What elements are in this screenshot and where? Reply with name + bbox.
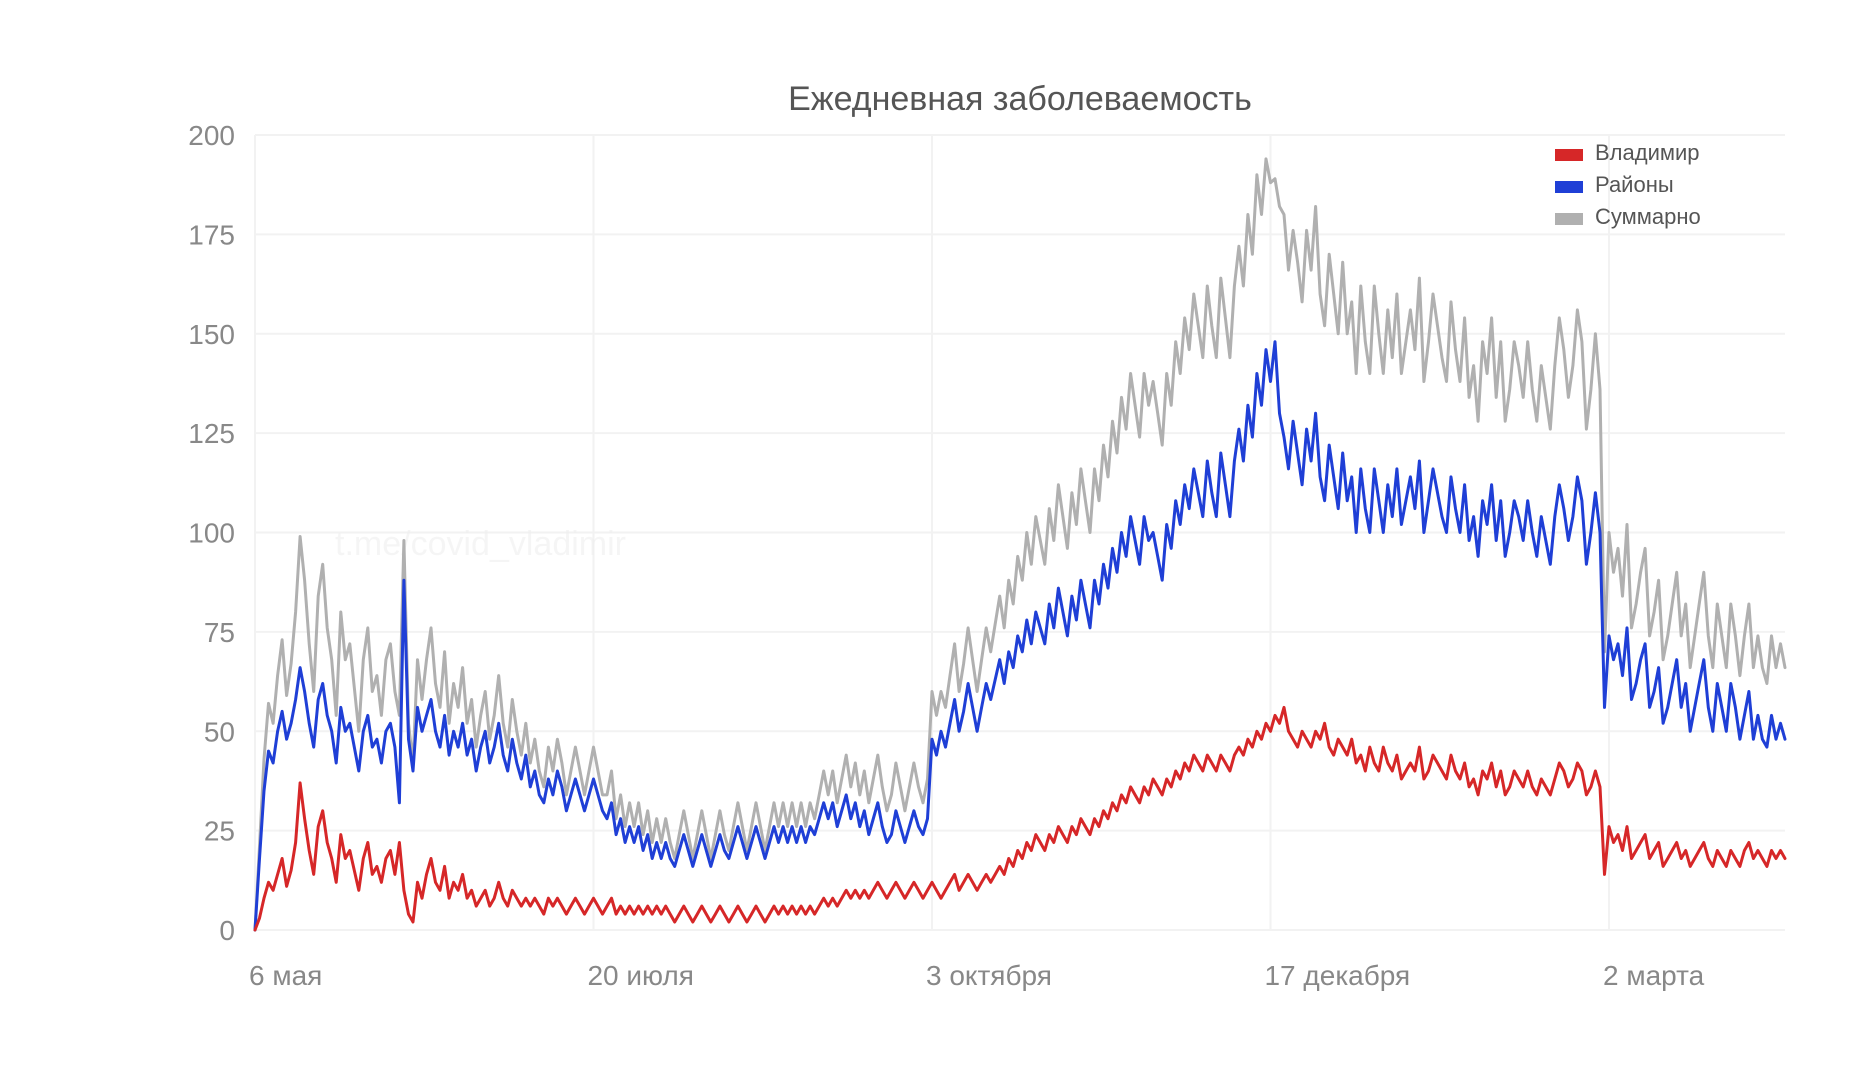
- legend-label-vladimir: Владимир: [1595, 140, 1700, 165]
- x-tick-label: 3 октября: [926, 960, 1052, 991]
- y-tick-label: 100: [188, 518, 235, 549]
- chart-container: t.me/covid_vladimir Ежедневная заболеваем…: [0, 0, 1851, 1080]
- legend-label-raiony: Районы: [1595, 172, 1674, 197]
- y-tick-label: 125: [188, 418, 235, 449]
- series-line-vladimir: [255, 707, 1785, 930]
- y-tick-label: 175: [188, 219, 235, 250]
- y-tick-label: 50: [204, 716, 235, 747]
- legend-swatch-vladimir: [1555, 149, 1583, 161]
- x-tick-label: 2 марта: [1603, 960, 1705, 991]
- legend-swatch-raiony: [1555, 181, 1583, 193]
- y-tick-label: 75: [204, 617, 235, 648]
- chart-svg: t.me/covid_vladimir Ежедневная заболеваем…: [0, 0, 1851, 1080]
- x-tick-label: 17 декабря: [1264, 960, 1410, 991]
- legend-swatch-total: [1555, 213, 1583, 225]
- legend-label-total: Суммарно: [1595, 204, 1701, 229]
- chart-title: Ежедневная заболеваемость: [788, 80, 1252, 118]
- y-tick-label: 25: [204, 816, 235, 847]
- y-tick-label: 0: [219, 915, 235, 946]
- series-line-raiony: [255, 342, 1785, 930]
- x-tick-label: 20 июля: [587, 960, 693, 991]
- y-tick-label: 150: [188, 319, 235, 350]
- y-tick-label: 200: [188, 120, 235, 151]
- watermark: t.me/covid_vladimir: [335, 525, 626, 563]
- x-tick-label: 6 мая: [249, 960, 322, 991]
